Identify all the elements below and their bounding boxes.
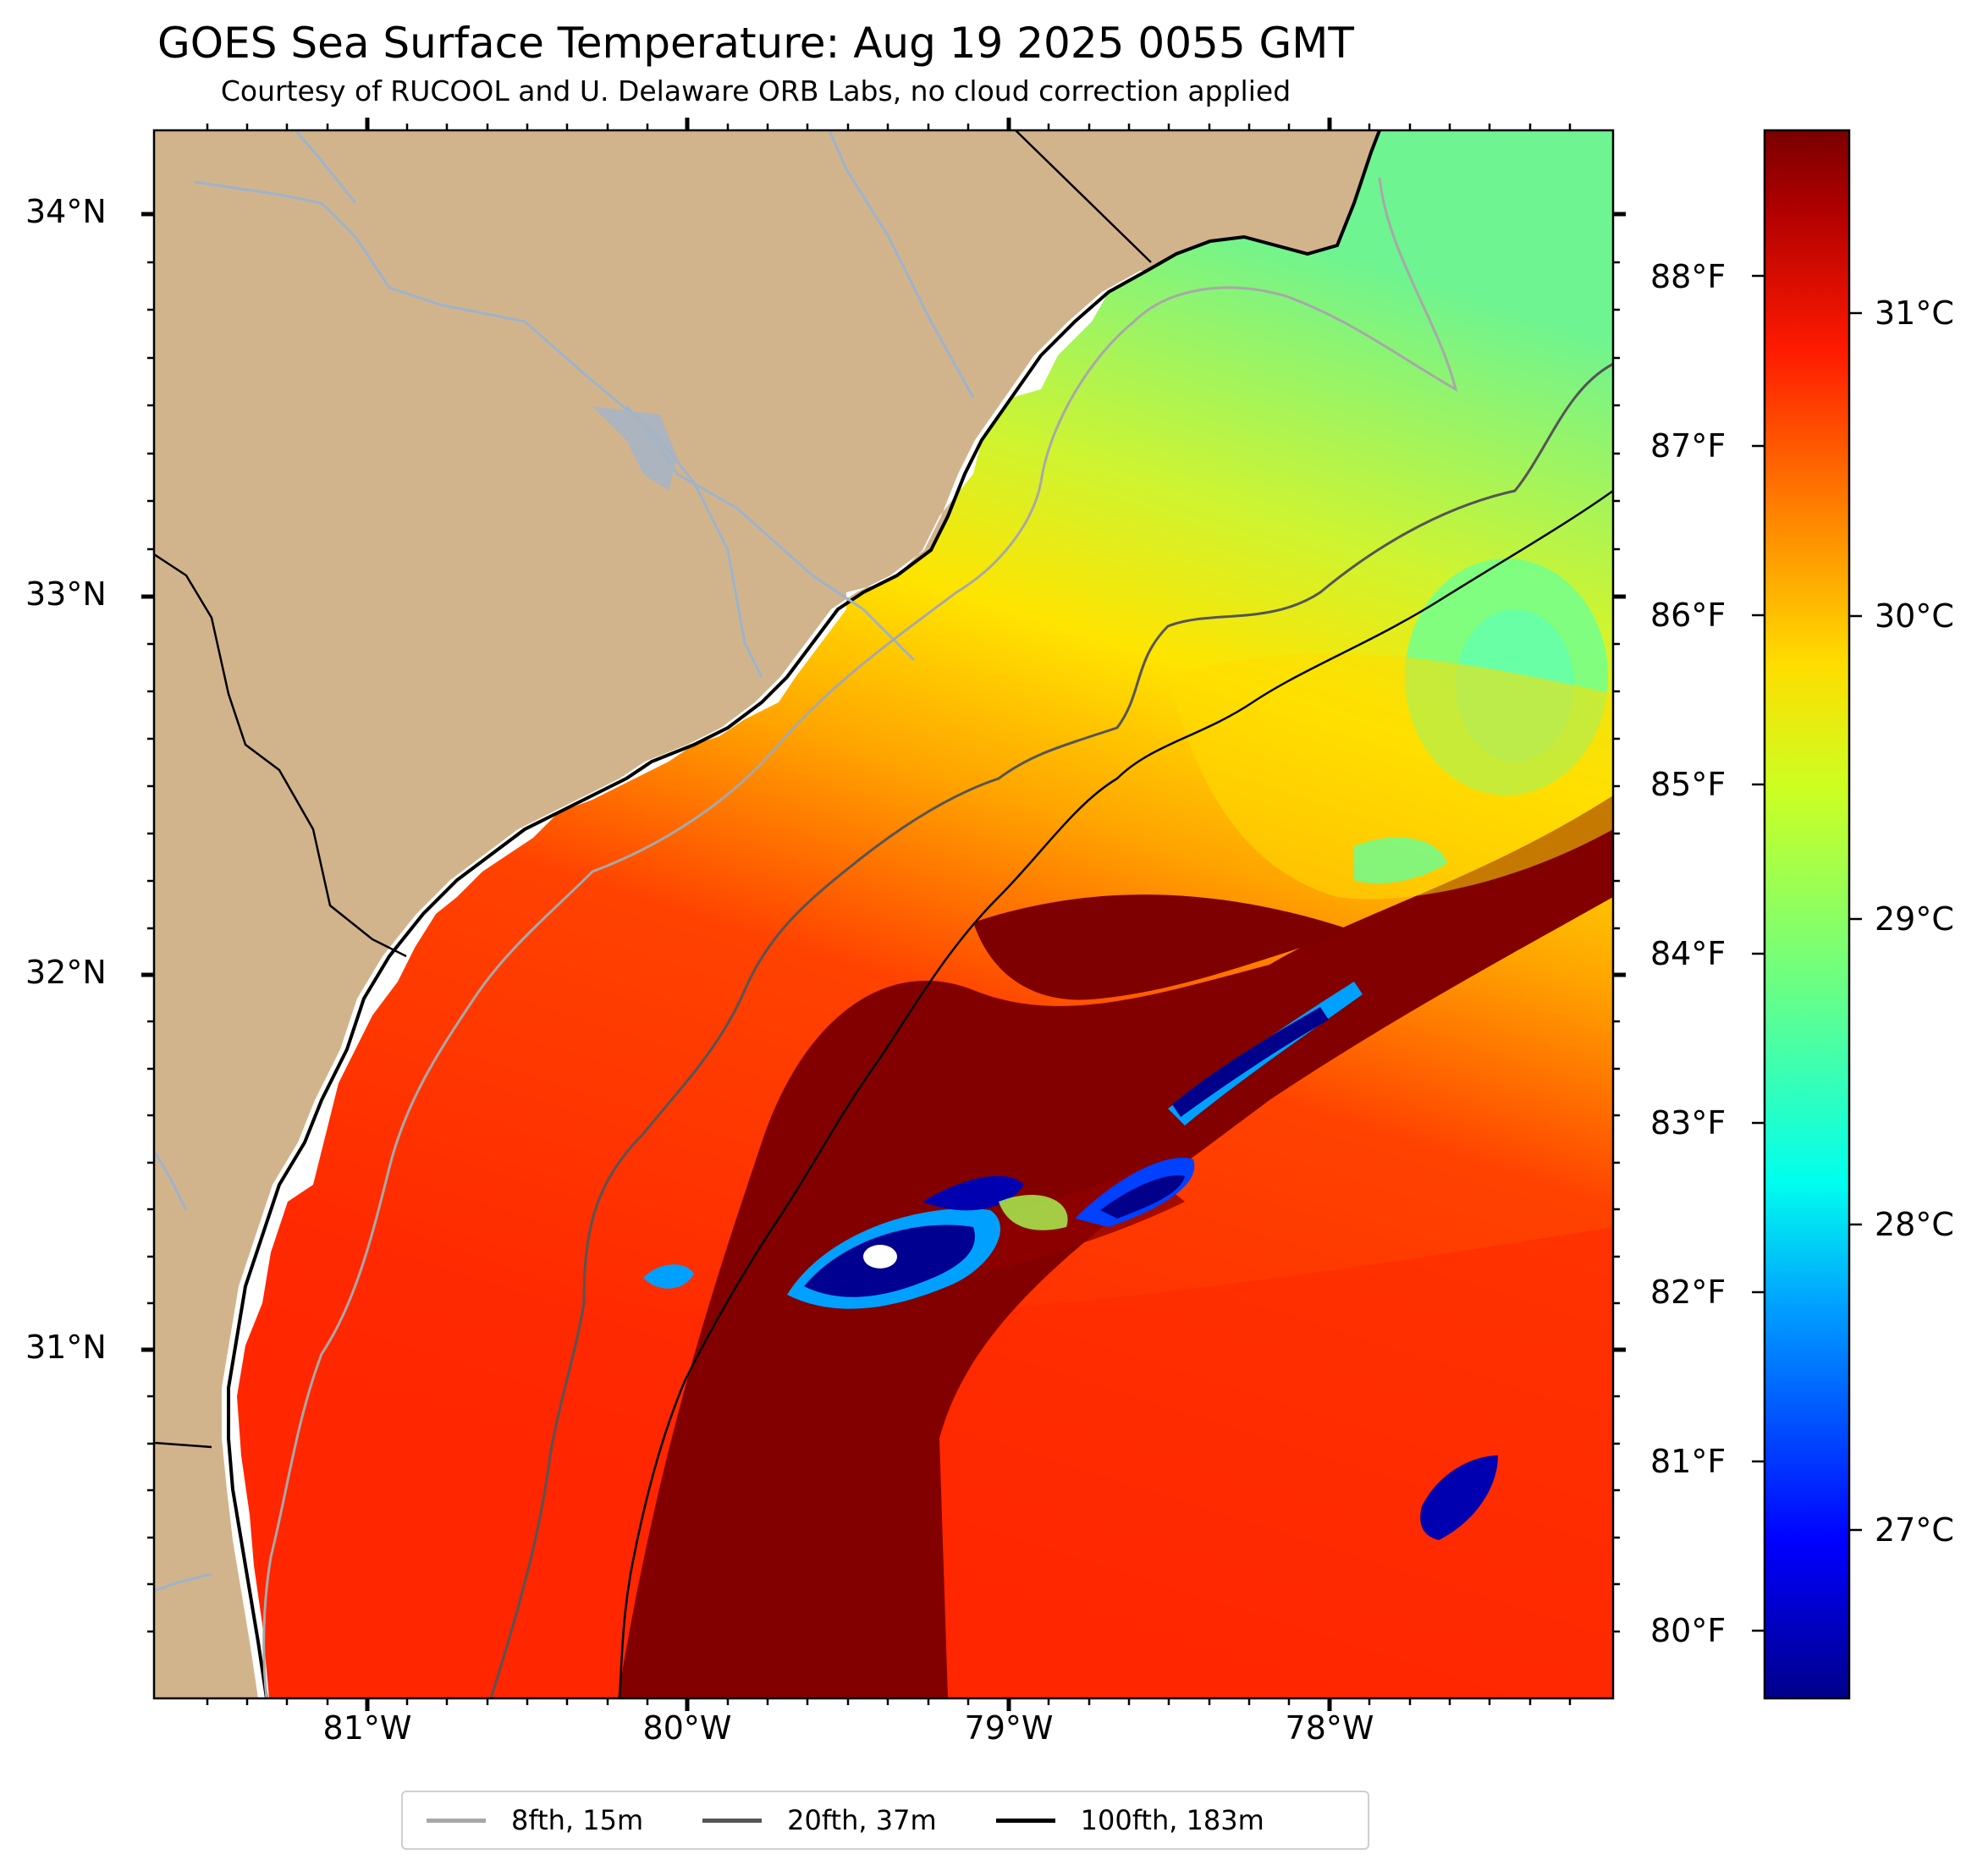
- contour-20fth: [489, 362, 1613, 1698]
- legend-item-8fth: 8fth, 15m: [427, 1804, 643, 1836]
- lat-label-34n: 34°N: [25, 193, 107, 230]
- legend-label: 100fth, 183m: [1080, 1804, 1264, 1836]
- legend-swatch: [995, 1818, 1055, 1823]
- colorbar: [1763, 129, 1851, 1700]
- coastline: [227, 130, 1381, 1698]
- map-subtitle: Courtesy of RUCOOL and U. Delaware ORB L…: [220, 74, 1291, 107]
- minor-ticks: [147, 124, 1620, 1705]
- colorbar-ticks: [1752, 274, 1862, 1632]
- cbar-f-label: 88°F: [1650, 258, 1726, 295]
- cbar-c-label: 28°C: [1875, 1206, 1954, 1243]
- cbar-c-label: 30°C: [1875, 597, 1954, 635]
- legend-label: 20fth, 37m: [787, 1804, 937, 1836]
- cbar-f-label: 81°F: [1650, 1443, 1726, 1480]
- sst-field: [154, 130, 1613, 1698]
- lon-label-80w: 80°W: [642, 1709, 732, 1747]
- cbar-c-label: 31°C: [1875, 294, 1954, 332]
- lat-label-32n: 32°N: [25, 954, 107, 991]
- legend-swatch: [702, 1818, 763, 1823]
- land: [154, 130, 1379, 1698]
- cbar-f-label: 85°F: [1650, 766, 1726, 803]
- legend-item-20fth: 20fth, 37m: [702, 1804, 937, 1836]
- cbar-f-label: 80°F: [1650, 1612, 1726, 1649]
- cbar-c-label: 27°C: [1875, 1511, 1954, 1549]
- lon-label-78w: 78°W: [1285, 1709, 1374, 1747]
- map-title: GOES Sea Surface Temperature: Aug 19 202…: [157, 19, 1354, 68]
- cbar-f-label: 86°F: [1650, 597, 1726, 634]
- lon-label-81w: 81°W: [322, 1709, 412, 1747]
- contour-8fth: [262, 177, 1458, 1698]
- lon-label-79w: 79°W: [964, 1709, 1054, 1747]
- cbar-f-label: 84°F: [1650, 935, 1726, 972]
- major-ticks: [141, 118, 1626, 1711]
- contour-100fth: [618, 489, 1613, 1698]
- legend-item-100fth: 100fth, 183m: [995, 1804, 1264, 1836]
- legend-label: 8fth, 15m: [511, 1804, 644, 1836]
- cbar-f-label: 82°F: [1650, 1274, 1726, 1311]
- contour-legend: 8fth, 15m 20fth, 37m 100fth, 183m: [401, 1791, 1369, 1850]
- cbar-c-label: 29°C: [1875, 900, 1954, 938]
- gulf-stream-core: [618, 795, 1613, 1698]
- lat-label-33n: 33°N: [25, 575, 107, 613]
- legend-swatch: [427, 1818, 486, 1823]
- cbar-f-label: 83°F: [1650, 1104, 1726, 1142]
- plot-frame: [152, 129, 1615, 1700]
- lat-label-31n: 31°N: [25, 1329, 107, 1366]
- cbar-f-label: 87°F: [1650, 427, 1726, 465]
